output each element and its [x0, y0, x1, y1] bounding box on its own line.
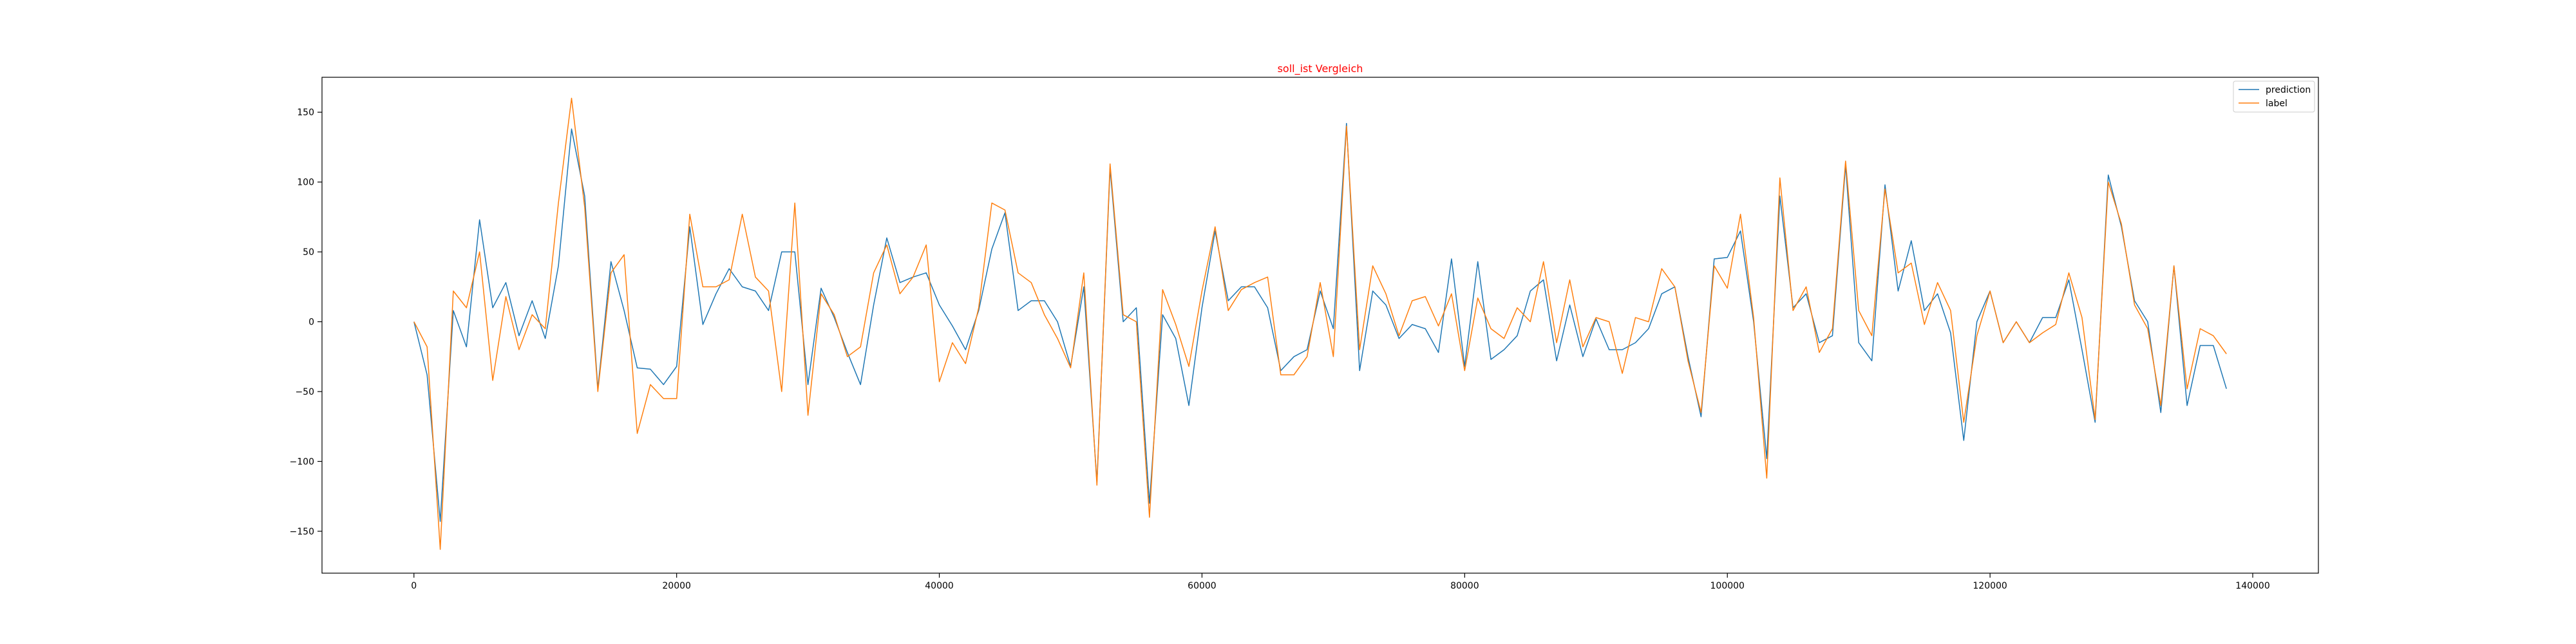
y-tick-label: −150 — [290, 527, 314, 537]
legend: prediction label — [2233, 80, 2315, 113]
y-tick-label: 0 — [308, 317, 314, 328]
x-tick-label: 80000 — [1450, 581, 1479, 591]
x-tick-label: 100000 — [1710, 581, 1745, 591]
y-axis: −150 −100 −50 0 50 100 150 — [290, 108, 322, 537]
legend-box — [2233, 80, 2315, 113]
y-tick-label: 100 — [297, 178, 314, 188]
chart-title: soll_ist Vergleich — [1278, 62, 1363, 75]
x-axis: 0 20000 40000 60000 80000 100000 120000 140000 — [411, 573, 2270, 591]
y-tick-label: 50 — [303, 247, 314, 258]
x-tick-label: 40000 — [925, 581, 954, 591]
y-tick-label: −50 — [295, 387, 314, 397]
series-line-prediction — [413, 122, 2227, 522]
series-line-label — [413, 97, 2227, 550]
y-tick-label: 150 — [297, 108, 314, 118]
legend-label-prediction: prediction — [2266, 85, 2311, 95]
legend-label-label: label — [2266, 99, 2287, 109]
x-tick-label: 140000 — [2235, 581, 2269, 591]
x-tick-label: 120000 — [1973, 581, 2007, 591]
x-tick-label: 0 — [411, 581, 417, 591]
series-layer — [413, 97, 2227, 550]
plot-frame — [321, 77, 2319, 574]
y-tick-label: −100 — [290, 457, 314, 467]
x-tick-label: 60000 — [1188, 581, 1217, 591]
x-tick-label: 20000 — [662, 581, 691, 591]
